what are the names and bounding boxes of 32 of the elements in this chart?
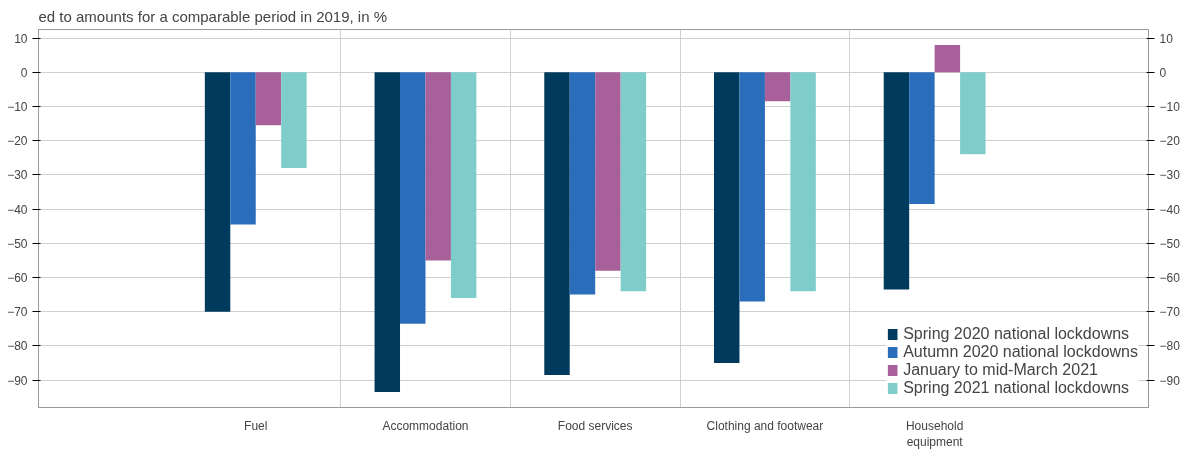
- y2-tick-label: −50: [1159, 236, 1181, 251]
- legend-label: Spring 2020 national lockdowns: [903, 325, 1130, 343]
- x-tick-label: Accommodation: [382, 418, 469, 433]
- y2-tick-label: −80: [1159, 339, 1181, 354]
- y-tick-label: −10: [7, 99, 28, 114]
- x-tick-label: Fuel: [244, 418, 268, 433]
- y-tick-label: −50: [7, 236, 28, 251]
- y-tick-label: −40: [7, 202, 28, 217]
- x-tick-label: Clothing and footwear: [706, 418, 824, 433]
- legend-label: Autumn 2020 national lockdowns: [903, 343, 1138, 361]
- y2-tick-label: −10: [1159, 99, 1181, 114]
- y-tick-label: −30: [7, 168, 28, 183]
- x-tick-label: Food services: [557, 418, 633, 433]
- y-tick-label: −70: [7, 305, 28, 320]
- y2-tick-label: 10: [1159, 31, 1174, 46]
- y2-tick-label: −20: [1159, 134, 1181, 149]
- y2-tick-label: −60: [1159, 271, 1181, 286]
- x-tick-label: Household equipment: [905, 418, 964, 450]
- legend-label: Spring 2021 national lockdowns: [903, 379, 1130, 397]
- y-tick-label: −20: [7, 134, 28, 149]
- y2-tick-label: 0: [1159, 65, 1167, 80]
- chart-title: ed to amounts for a comparable period in 2019, in %: [38, 7, 388, 25]
- y2-tick-label: −90: [1159, 373, 1181, 388]
- y-tick-label: 10: [14, 31, 28, 46]
- legend-label: January to mid-March 2021: [903, 361, 1098, 379]
- y2-tick-label: −30: [1159, 168, 1181, 183]
- y-tick-label: 0: [20, 65, 28, 80]
- y-tick-label: −80: [7, 339, 28, 354]
- y-tick-label: −90: [7, 373, 28, 388]
- y2-tick-label: −40: [1159, 202, 1181, 217]
- y-tick-label: −60: [7, 271, 28, 286]
- y2-tick-label: −70: [1159, 305, 1181, 320]
